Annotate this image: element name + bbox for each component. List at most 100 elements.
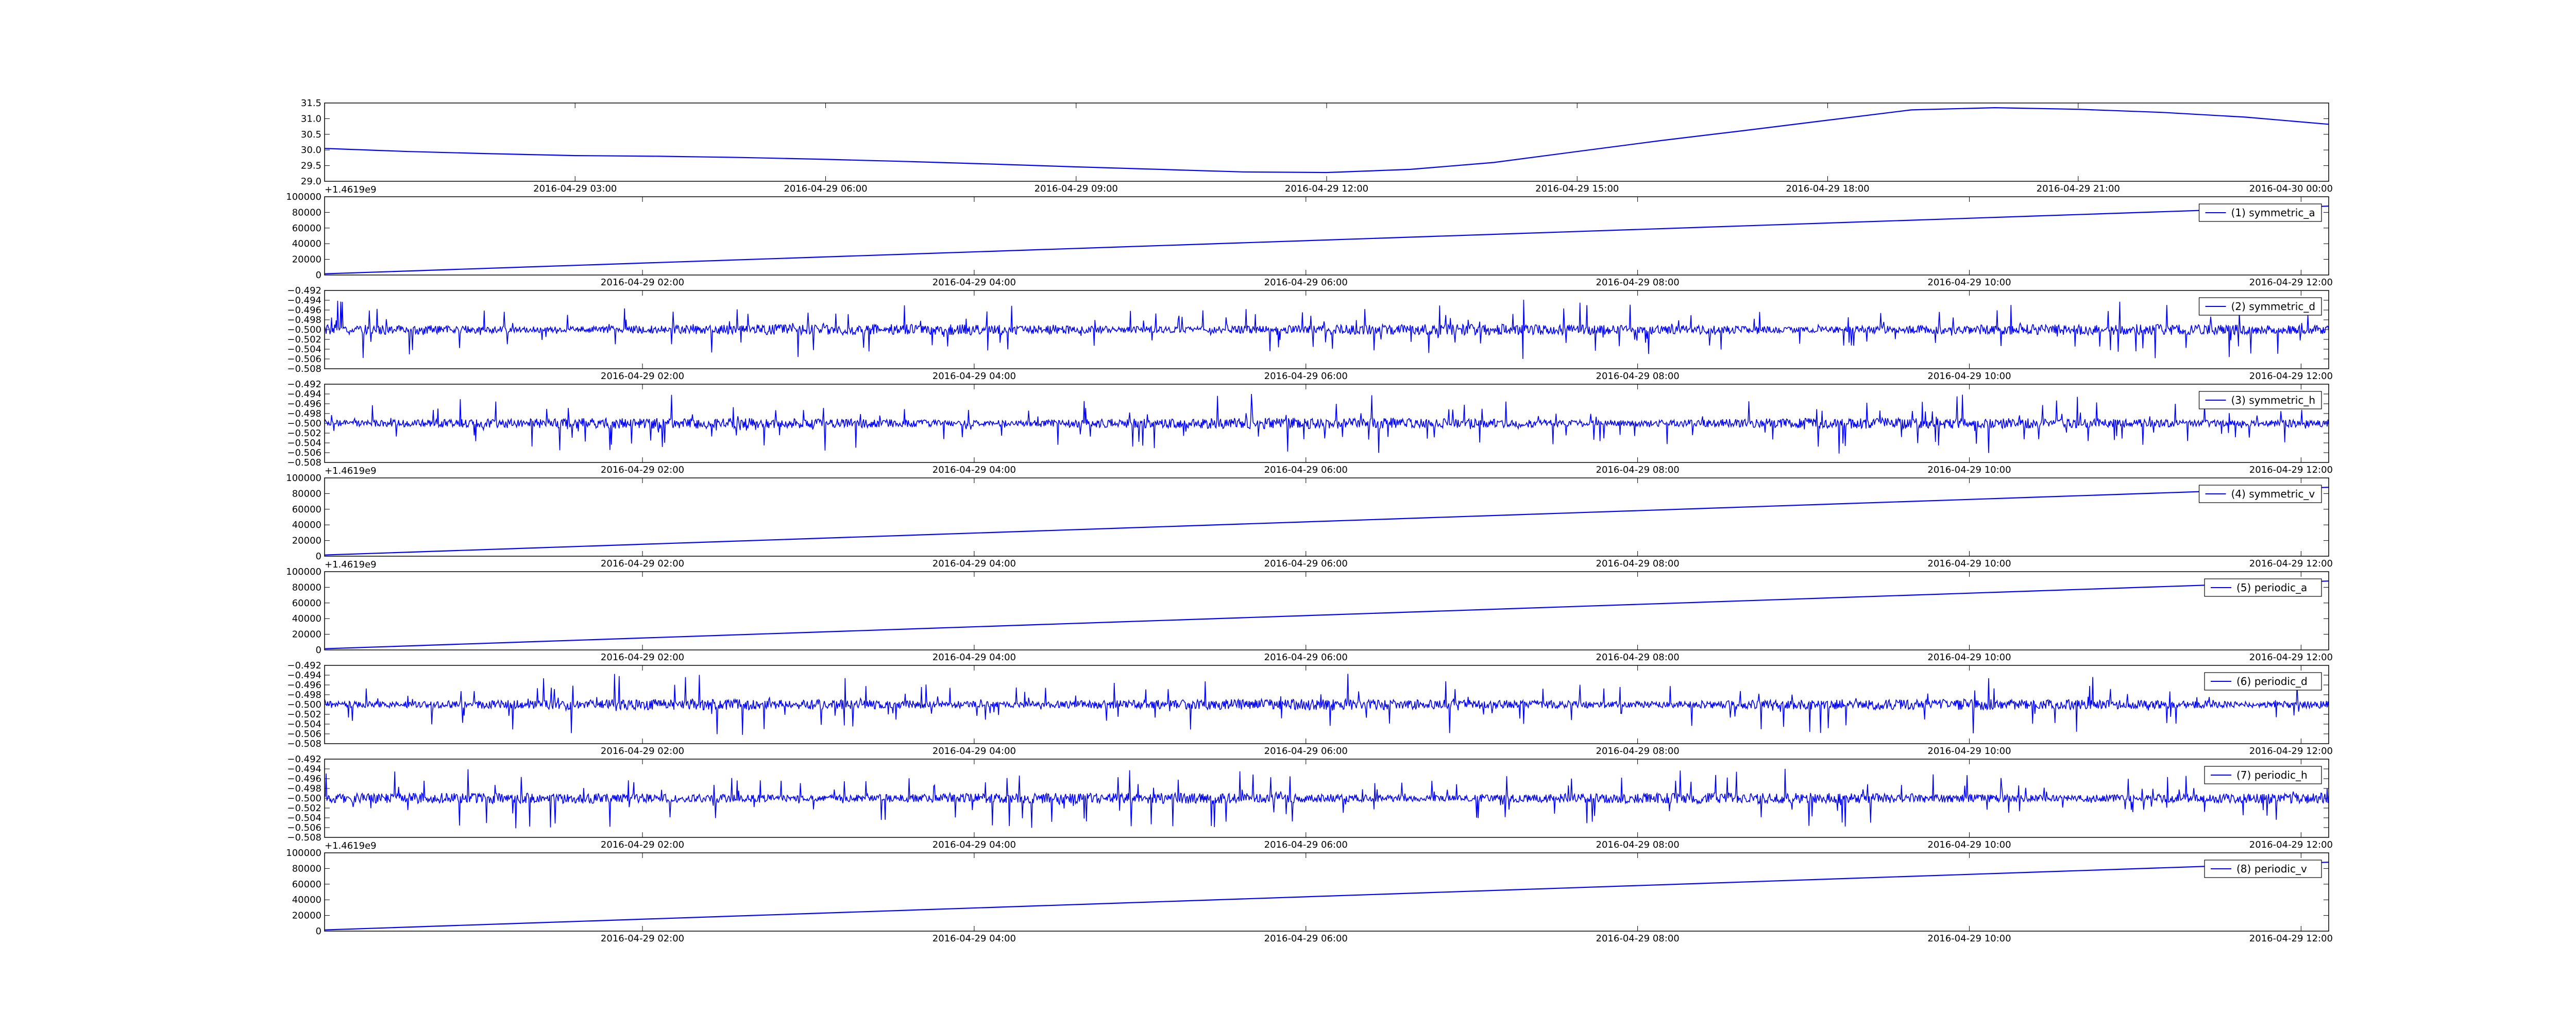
x-tick-label: 2016-04-29 10:00 <box>1927 558 2011 569</box>
y-tick-label: −0.506 <box>287 822 321 833</box>
x-tick-label: 2016-04-29 02:00 <box>601 839 684 850</box>
y-tick-label: 60000 <box>292 879 321 890</box>
panel-p7: −0.508−0.506−0.504−0.502−0.500−0.498−0.4… <box>287 754 2333 851</box>
y-tick-label: 29.5 <box>301 161 321 171</box>
series-line <box>325 205 2329 274</box>
y-tick-label: 60000 <box>292 504 321 515</box>
y-tick-label: −0.502 <box>287 334 321 345</box>
legend: (1) symmetric_a <box>2198 203 2322 222</box>
y-tick-label: 40000 <box>292 520 321 530</box>
x-tick-label: 2016-04-29 12:00 <box>2249 652 2333 663</box>
y-tick-label: 0 <box>316 645 321 656</box>
x-tick-label: 2016-04-29 08:00 <box>1596 746 1680 757</box>
y-tick-label: −0.492 <box>287 660 321 671</box>
axes-frame <box>324 290 2329 369</box>
y-tick-label: 40000 <box>292 895 321 905</box>
y-tick-label: 100000 <box>286 192 321 202</box>
y-tick-label: −0.492 <box>287 285 321 296</box>
x-tick-label: 2016-04-29 10:00 <box>1927 652 2011 663</box>
y-tick-label: −0.506 <box>287 729 321 740</box>
axes-frame <box>324 196 2329 276</box>
x-tick-label: 2016-04-29 02:00 <box>601 558 684 569</box>
legend-label: (1) symmetric_a <box>2231 207 2315 219</box>
x-tick-label: 2016-04-29 02:00 <box>601 933 684 944</box>
y-tick-label: −0.494 <box>287 295 321 306</box>
y-tick-label: 31.5 <box>301 98 321 109</box>
x-tick-label: 2016-04-29 09:00 <box>1035 183 1118 194</box>
axes-frame <box>324 384 2329 463</box>
x-tick-label: 2016-04-29 12:00 <box>2249 746 2333 757</box>
y-tick-label: −0.492 <box>287 754 321 765</box>
x-tick-label: 2016-04-30 00:00 <box>2249 183 2333 194</box>
x-tick-label: 2016-04-29 04:00 <box>933 558 1016 569</box>
y-tick-label: 40000 <box>292 238 321 249</box>
y-tick-label: 20000 <box>292 254 321 265</box>
x-tick-label: 2016-04-29 12:00 <box>2249 558 2333 569</box>
y-tick-label: 60000 <box>292 598 321 609</box>
y-tick-label: −0.504 <box>287 438 321 449</box>
legend-label: (2) symmetric_d <box>2231 300 2316 313</box>
y-tick-label: −0.506 <box>287 448 321 458</box>
legend-label: (6) periodic_d <box>2236 675 2308 688</box>
y-tick-label: −0.500 <box>287 793 321 804</box>
axes-frame <box>324 102 2329 182</box>
legend-label: (5) periodic_a <box>2236 581 2307 594</box>
x-tick-label: 2016-04-29 08:00 <box>1596 933 1680 944</box>
legend: (7) periodic_h <box>2204 766 2322 784</box>
y-tick-label: 30.5 <box>301 129 321 140</box>
y-tick-label: −0.496 <box>287 399 321 409</box>
x-tick-label: 2016-04-29 08:00 <box>1596 465 1680 475</box>
y-tick-label: −0.508 <box>287 364 321 374</box>
x-tick-label: 2016-04-29 18:00 <box>1786 183 1869 194</box>
legend: (2) symmetric_d <box>2198 297 2322 316</box>
x-tick-label: 2016-04-29 04:00 <box>933 839 1016 850</box>
legend: (5) periodic_a <box>2204 578 2322 597</box>
y-tick-label: −0.494 <box>287 389 321 400</box>
y-tick-label: −0.508 <box>287 739 321 749</box>
y-tick-label: −0.500 <box>287 699 321 710</box>
offset-label: +1.4619e9 <box>325 184 377 195</box>
legend: (8) periodic_v <box>2204 860 2322 878</box>
y-tick-label: 29.0 <box>301 176 321 187</box>
y-tick-label: 20000 <box>292 629 321 640</box>
x-tick-label: 2016-04-29 02:00 <box>601 277 684 288</box>
axes-frame <box>324 852 2329 932</box>
x-tick-label: 2016-04-29 21:00 <box>2037 183 2120 194</box>
y-tick-label: −0.496 <box>287 305 321 316</box>
x-tick-label: 2016-04-29 06:00 <box>1264 933 1348 944</box>
axes-frame <box>324 759 2329 838</box>
legend-label: (4) symmetric_v <box>2231 488 2315 500</box>
y-tick-label: 80000 <box>292 488 321 499</box>
x-tick-label: 2016-04-29 02:00 <box>601 371 684 382</box>
x-tick-label: 2016-04-29 12:00 <box>2249 933 2333 944</box>
y-tick-label: −0.496 <box>287 774 321 784</box>
x-tick-label: 2016-04-29 06:00 <box>1264 652 1348 663</box>
x-tick-label: 2016-04-29 12:00 <box>2249 371 2333 382</box>
offset-label: +1.4619e9 <box>325 840 377 851</box>
y-tick-label: −0.504 <box>287 344 321 355</box>
y-tick-label: −0.500 <box>287 324 321 335</box>
x-tick-label: 2016-04-29 08:00 <box>1596 652 1680 663</box>
x-tick-label: 2016-04-29 10:00 <box>1927 933 2011 944</box>
y-tick-label: 40000 <box>292 613 321 624</box>
legend: (6) periodic_d <box>2204 672 2322 691</box>
y-tick-label: 100000 <box>286 848 321 859</box>
y-tick-label: −0.492 <box>287 379 321 390</box>
y-tick-label: −0.502 <box>287 709 321 720</box>
y-tick-label: 0 <box>316 926 321 937</box>
x-tick-label: 2016-04-29 06:00 <box>1264 371 1348 382</box>
y-tick-label: 80000 <box>292 863 321 874</box>
axes-frame <box>324 665 2329 744</box>
y-tick-label: −0.498 <box>287 408 321 419</box>
offset-label: +1.4619e9 <box>325 559 377 570</box>
x-tick-label: 2016-04-29 04:00 <box>933 371 1016 382</box>
x-tick-label: 2016-04-29 04:00 <box>933 652 1016 663</box>
y-tick-label: −0.508 <box>287 457 321 468</box>
y-tick-label: 80000 <box>292 582 321 593</box>
y-tick-label: −0.498 <box>287 783 321 794</box>
x-tick-label: 2016-04-29 10:00 <box>1927 277 2011 288</box>
axes-frame <box>324 477 2329 557</box>
axes-frame <box>324 571 2329 650</box>
